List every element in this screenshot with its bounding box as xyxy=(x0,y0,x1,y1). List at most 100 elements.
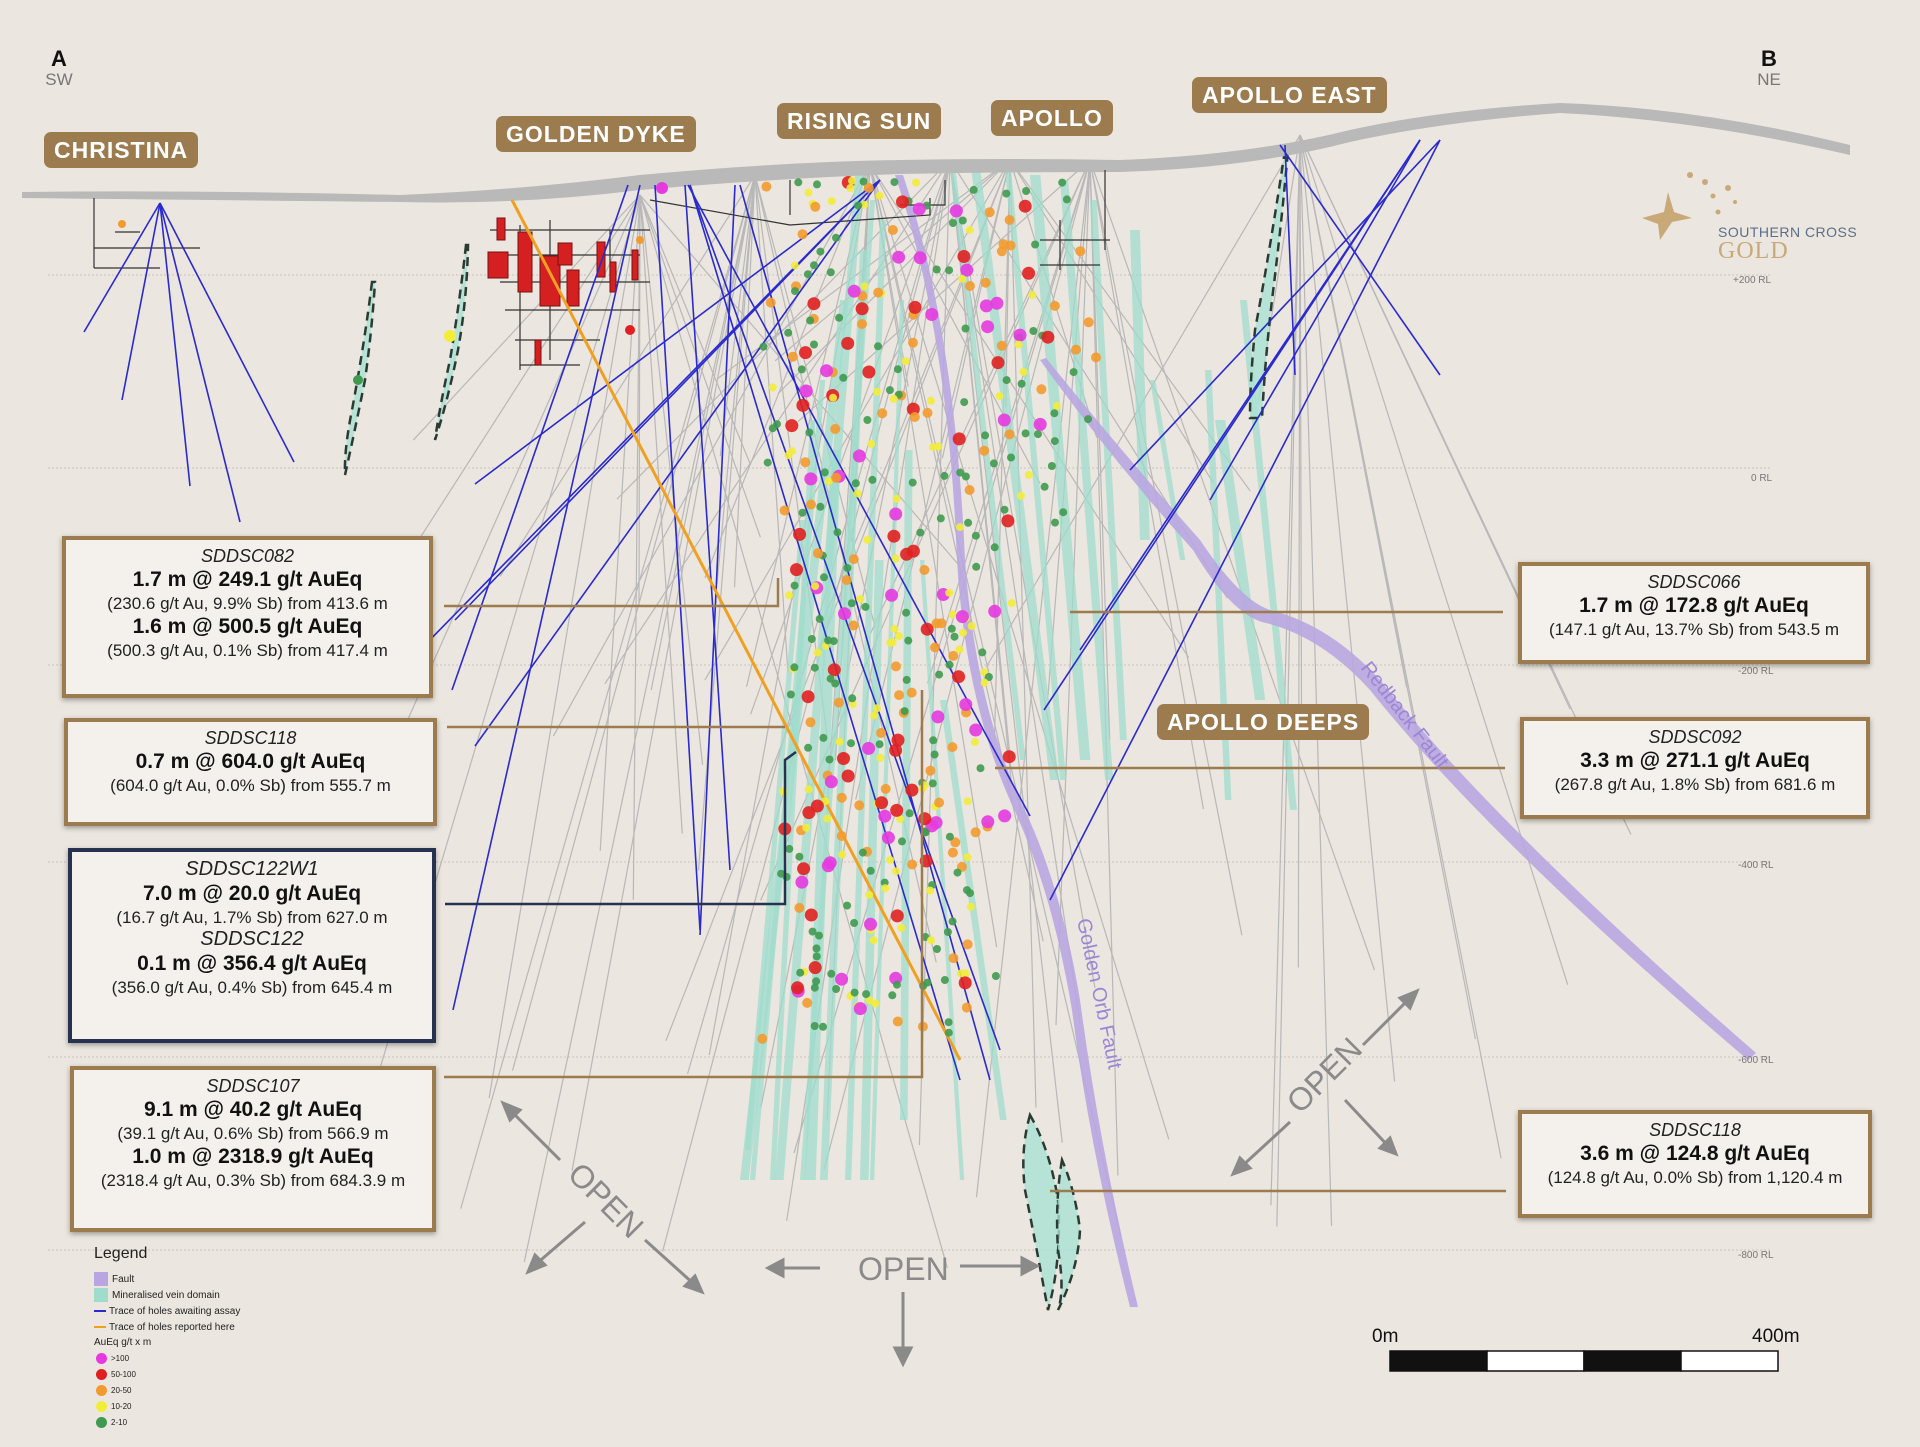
assay-dot xyxy=(926,396,935,405)
assay-dot xyxy=(1050,437,1059,446)
assay-dot xyxy=(875,740,884,749)
assay-dot xyxy=(960,263,974,277)
hole-id: SDDSC107 xyxy=(206,1076,300,1096)
assay-dot xyxy=(984,207,995,218)
assay-dot xyxy=(945,832,954,841)
grade-dot xyxy=(96,1416,107,1428)
assay-dot xyxy=(848,554,859,565)
vein-domain xyxy=(770,420,816,1180)
historic-stopes xyxy=(487,217,639,366)
hole-id: SDDSC122 xyxy=(200,928,304,950)
intercept-box-sddsc122w1: SDDSC122W1 7.0 m @ 20.0 g/t AuEq (16.7 g… xyxy=(68,848,436,1043)
assay-dot xyxy=(970,827,981,838)
assay-dot xyxy=(812,977,821,986)
assay-dot xyxy=(757,1033,768,1044)
golden-dyke-workings xyxy=(490,170,1110,370)
assay-dot xyxy=(869,936,878,945)
assay-dot xyxy=(905,809,914,818)
hole-id: SDDSC082 xyxy=(200,546,295,566)
assay-dot xyxy=(794,178,803,187)
assay-dot xyxy=(804,472,818,486)
assay-dot xyxy=(991,356,1005,370)
assay-dot xyxy=(813,548,823,559)
grade-dot xyxy=(96,1400,107,1412)
prospect-label-apollo-east: APOLLO EAST xyxy=(1192,77,1387,113)
assay-dot xyxy=(989,459,998,468)
grey-drill-trace xyxy=(716,174,756,585)
grey-drill-trace xyxy=(412,194,641,441)
assay-dot xyxy=(961,324,970,333)
assay-dot xyxy=(1033,417,1047,431)
grey-drill-trace xyxy=(869,164,998,948)
grey-drill-trace xyxy=(774,159,1011,362)
grey-drill-trace xyxy=(869,164,1044,942)
awaiting-hole-trace xyxy=(474,179,881,485)
assay-dot xyxy=(831,472,842,483)
assay-dot xyxy=(900,547,914,561)
assay-dot xyxy=(820,468,829,477)
assay-dot xyxy=(970,738,979,746)
assay-dot xyxy=(902,608,911,617)
assay-dot xyxy=(819,733,828,742)
assay-dot xyxy=(963,886,971,895)
grey-drill-trace xyxy=(511,174,756,1071)
section-start-direction: SW xyxy=(45,70,73,89)
assay-dot xyxy=(872,704,881,713)
assay-dot xyxy=(886,856,895,864)
mineralised-vein-domains xyxy=(740,160,1297,1180)
grey-drill-trace xyxy=(552,164,871,737)
assay-dot xyxy=(850,988,859,997)
assay-dot xyxy=(889,394,898,403)
assay-dot xyxy=(863,416,872,424)
assay-dot xyxy=(913,251,927,265)
assay-dot xyxy=(947,847,958,858)
assay-dot xyxy=(860,282,869,291)
assay-dot xyxy=(918,812,932,826)
rl-label: +200 RL xyxy=(1733,275,1772,286)
grey-drill-trace xyxy=(704,164,871,579)
assay-dot xyxy=(962,939,973,950)
lens-outlines xyxy=(343,148,1290,1311)
assay-dot xyxy=(810,983,819,992)
assay-dot xyxy=(1004,215,1015,225)
assay-dot xyxy=(836,792,847,803)
rl-label: -400 RL xyxy=(1738,860,1774,871)
vein-domain xyxy=(805,450,841,1180)
assay-dot xyxy=(835,737,844,746)
assay-dot xyxy=(1069,368,1078,377)
assay-dot xyxy=(908,337,918,348)
assay-dot xyxy=(920,622,934,636)
assay-dot xyxy=(1022,266,1036,280)
assay-dot xyxy=(353,375,363,385)
assay-dot xyxy=(852,449,866,463)
assay-dot xyxy=(959,628,968,637)
assay-dot xyxy=(874,342,882,351)
grey-drill-trace xyxy=(754,174,876,628)
assay-dot xyxy=(964,485,975,495)
assay-dot xyxy=(900,707,909,716)
assay-dot xyxy=(953,868,962,877)
assay-dot xyxy=(848,694,857,703)
grey-drill-trace xyxy=(949,159,1012,783)
awaiting-hole-trace xyxy=(1284,144,1296,376)
assay-dot xyxy=(885,588,899,602)
open-label-right: OPEN xyxy=(1279,1030,1369,1120)
grade-label: 10-20 xyxy=(111,1401,132,1411)
hole-id: SDDSC122W1 xyxy=(185,858,319,880)
grey-drill-trace xyxy=(523,174,756,1263)
scale-end-label: 400m xyxy=(1752,1326,1800,1347)
assay-dot xyxy=(1017,379,1026,388)
assay-dot xyxy=(862,365,876,379)
awaiting-hole-trace xyxy=(687,184,1031,817)
intercept-box-sddsc082: SDDSC082 1.7 m @ 249.1 g/t AuEq (230.6 g… xyxy=(62,536,433,698)
assay-dot xyxy=(980,678,989,687)
assay-dot xyxy=(865,890,874,899)
assay-dot xyxy=(925,308,939,321)
assay-dot xyxy=(995,392,1004,401)
assay-dot xyxy=(934,797,945,808)
assay-dot xyxy=(841,336,855,350)
intercept-detail: (39.1 g/t Au, 0.6% Sb) from 566.9 m xyxy=(117,1124,389,1143)
intercept-box-sddsc107: SDDSC107 9.1 m @ 40.2 g/t AuEq (39.1 g/t… xyxy=(70,1066,436,1232)
assay-dot xyxy=(891,554,900,563)
assay-dot xyxy=(990,296,1004,310)
